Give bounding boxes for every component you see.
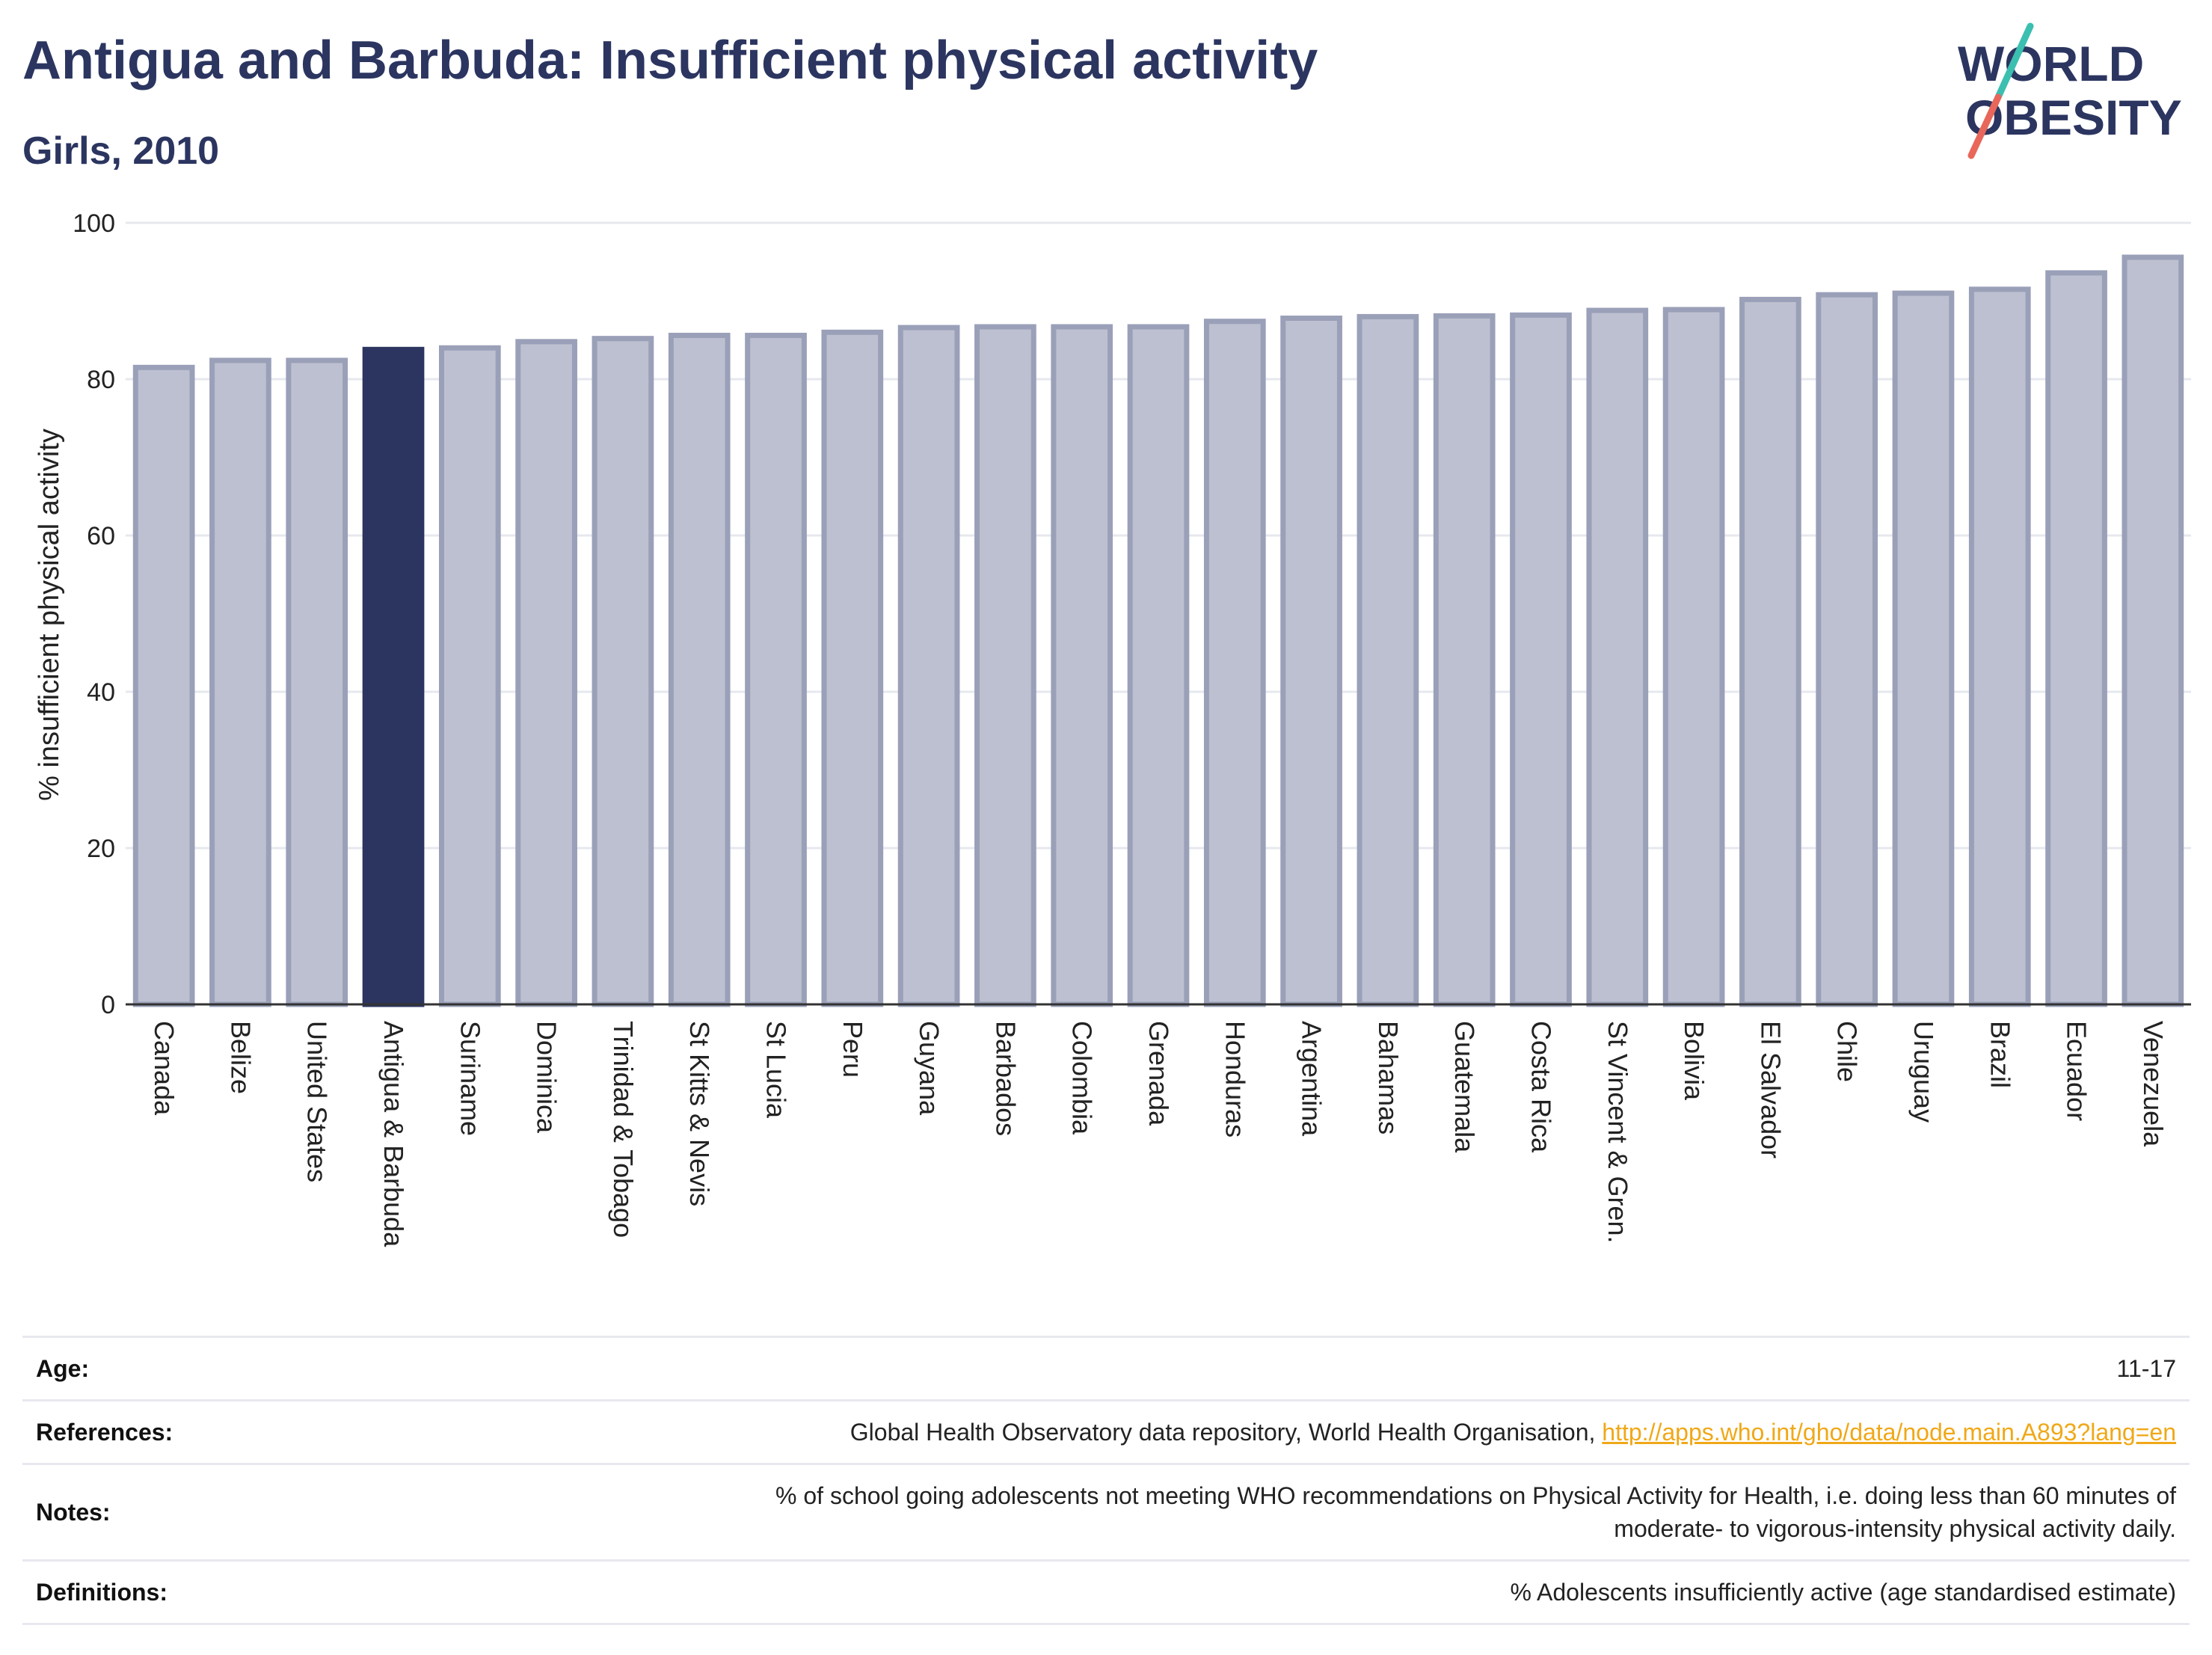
x-tick-label: United States <box>302 1021 333 1182</box>
x-tick-label: Colombia <box>1067 1021 1098 1135</box>
x-tick-label: Guyana <box>914 1021 944 1116</box>
bar <box>1357 313 1419 1007</box>
bar <box>438 345 501 1007</box>
x-tick-label: Bahamas <box>1373 1021 1404 1134</box>
x-tick-label: Belize <box>225 1021 256 1094</box>
bar <box>132 364 195 1007</box>
x-tick-label: St Kitts & Nevis <box>684 1021 715 1206</box>
x-tick-label: Brazil <box>1985 1021 2015 1088</box>
bar <box>1433 313 1496 1007</box>
bar <box>974 324 1036 1007</box>
info-table: Age: 11-17 References: Global Health Obs… <box>22 1336 2190 1625</box>
age-label: Age: <box>22 1336 319 1401</box>
bar <box>286 357 348 1007</box>
bar <box>1892 290 1955 1007</box>
y-tick-label: 40 <box>87 678 115 707</box>
bar <box>2122 254 2184 1007</box>
info-row-notes: Notes: % of school going adolescents not… <box>22 1463 2190 1561</box>
age-value: 11-17 <box>319 1336 2190 1401</box>
y-tick-label: 20 <box>87 835 115 863</box>
bar <box>1662 307 1725 1007</box>
bar <box>745 332 807 1007</box>
notes-line-2: moderate- to vigorous-intensity physical… <box>1614 1515 2176 1542</box>
bar <box>592 336 654 1007</box>
x-tick-label: Uruguay <box>1908 1021 1939 1123</box>
bar <box>2045 270 2107 1007</box>
x-tick-label: Bolivia <box>1679 1021 1709 1101</box>
x-tick-label: Canada <box>149 1021 179 1116</box>
bar <box>1051 324 1113 1007</box>
x-tick-label: El Salvador <box>1755 1021 1786 1158</box>
definitions-value: % Adolescents insufficiently active (age… <box>319 1559 2190 1625</box>
bar <box>1968 286 2031 1007</box>
x-tick-label: Guatemala <box>1449 1021 1480 1153</box>
x-tick-label: Grenada <box>1143 1021 1174 1126</box>
bar <box>515 339 577 1007</box>
logo-slash-red <box>1967 93 2002 159</box>
category-labels: Canada Belize United States Antigua & Barbu… <box>149 1021 2169 1247</box>
notes-label: Notes: <box>22 1463 319 1561</box>
references-text: Global Health Observatory data repositor… <box>850 1419 1603 1446</box>
x-tick-label: Antigua & Barbuda <box>378 1021 409 1247</box>
x-tick-label: St Lucia <box>761 1021 792 1119</box>
y-tick-label: 60 <box>87 522 115 550</box>
bar <box>668 332 731 1007</box>
y-tick-label: 80 <box>87 366 115 394</box>
bar <box>1510 312 1572 1007</box>
x-tick-label: St Vincent & Gren. <box>1603 1021 1633 1244</box>
bar <box>1739 296 1801 1007</box>
bar <box>1586 307 1649 1007</box>
x-tick-label: Argentina <box>1297 1021 1327 1137</box>
notes-line-1: % of school going adolescents not meetin… <box>775 1482 2176 1509</box>
logo-word-world: WORLD <box>1958 36 2144 91</box>
page-subtitle: Girls, 2010 <box>22 129 220 173</box>
x-tick-label: Peru <box>838 1021 868 1078</box>
x-tick-label: Dominica <box>532 1021 562 1134</box>
info-row-references: References: Global Health Observatory da… <box>22 1399 2190 1464</box>
logo-word-obesity: OBESITY <box>1965 90 2182 145</box>
x-tick-label: Suriname <box>455 1021 485 1136</box>
y-tick-label: 100 <box>73 209 115 238</box>
x-tick-label: Trinidad & Tobago <box>608 1021 639 1238</box>
bars <box>132 254 2184 1007</box>
y-tick-label: 0 <box>101 991 115 1019</box>
bar <box>821 329 884 1007</box>
page-title: Antigua and Barbuda: Insufficient physic… <box>22 31 1318 90</box>
references-link[interactable]: http://apps.who.int/gho/data/node.main.A… <box>1602 1419 2176 1446</box>
bar <box>1280 315 1342 1007</box>
axes: 0 20 40 60 80 100 <box>73 209 2191 1019</box>
x-tick-label: Barbados <box>990 1021 1021 1136</box>
world-obesity-logo: WORLD OBESITY <box>1958 22 2182 159</box>
bar <box>1203 319 1266 1007</box>
x-tick-label: Chile <box>1832 1021 1863 1082</box>
references-label: References: <box>22 1399 319 1464</box>
x-tick-label: Venezuela <box>2138 1021 2169 1147</box>
bar <box>1816 292 1878 1007</box>
x-tick-label: Ecuador <box>2062 1021 2092 1121</box>
x-tick-label: Honduras <box>1220 1021 1250 1137</box>
info-row-age: Age: 11-17 <box>22 1336 2190 1401</box>
definitions-label: Definitions: <box>22 1559 319 1625</box>
bar <box>209 357 271 1007</box>
logo-slash-teal <box>1994 22 2034 101</box>
info-row-definitions: Definitions: % Adolescents insufficientl… <box>22 1559 2190 1625</box>
bar-highlight <box>362 346 425 1007</box>
bar <box>1127 324 1190 1007</box>
y-axis-title: % insufficient physical activity <box>34 429 65 801</box>
bar <box>897 325 960 1007</box>
bar-chart: 0 20 40 60 80 100 Canada Belize United States An… <box>34 209 2191 1247</box>
x-tick-label: Costa Rica <box>1526 1021 1556 1153</box>
